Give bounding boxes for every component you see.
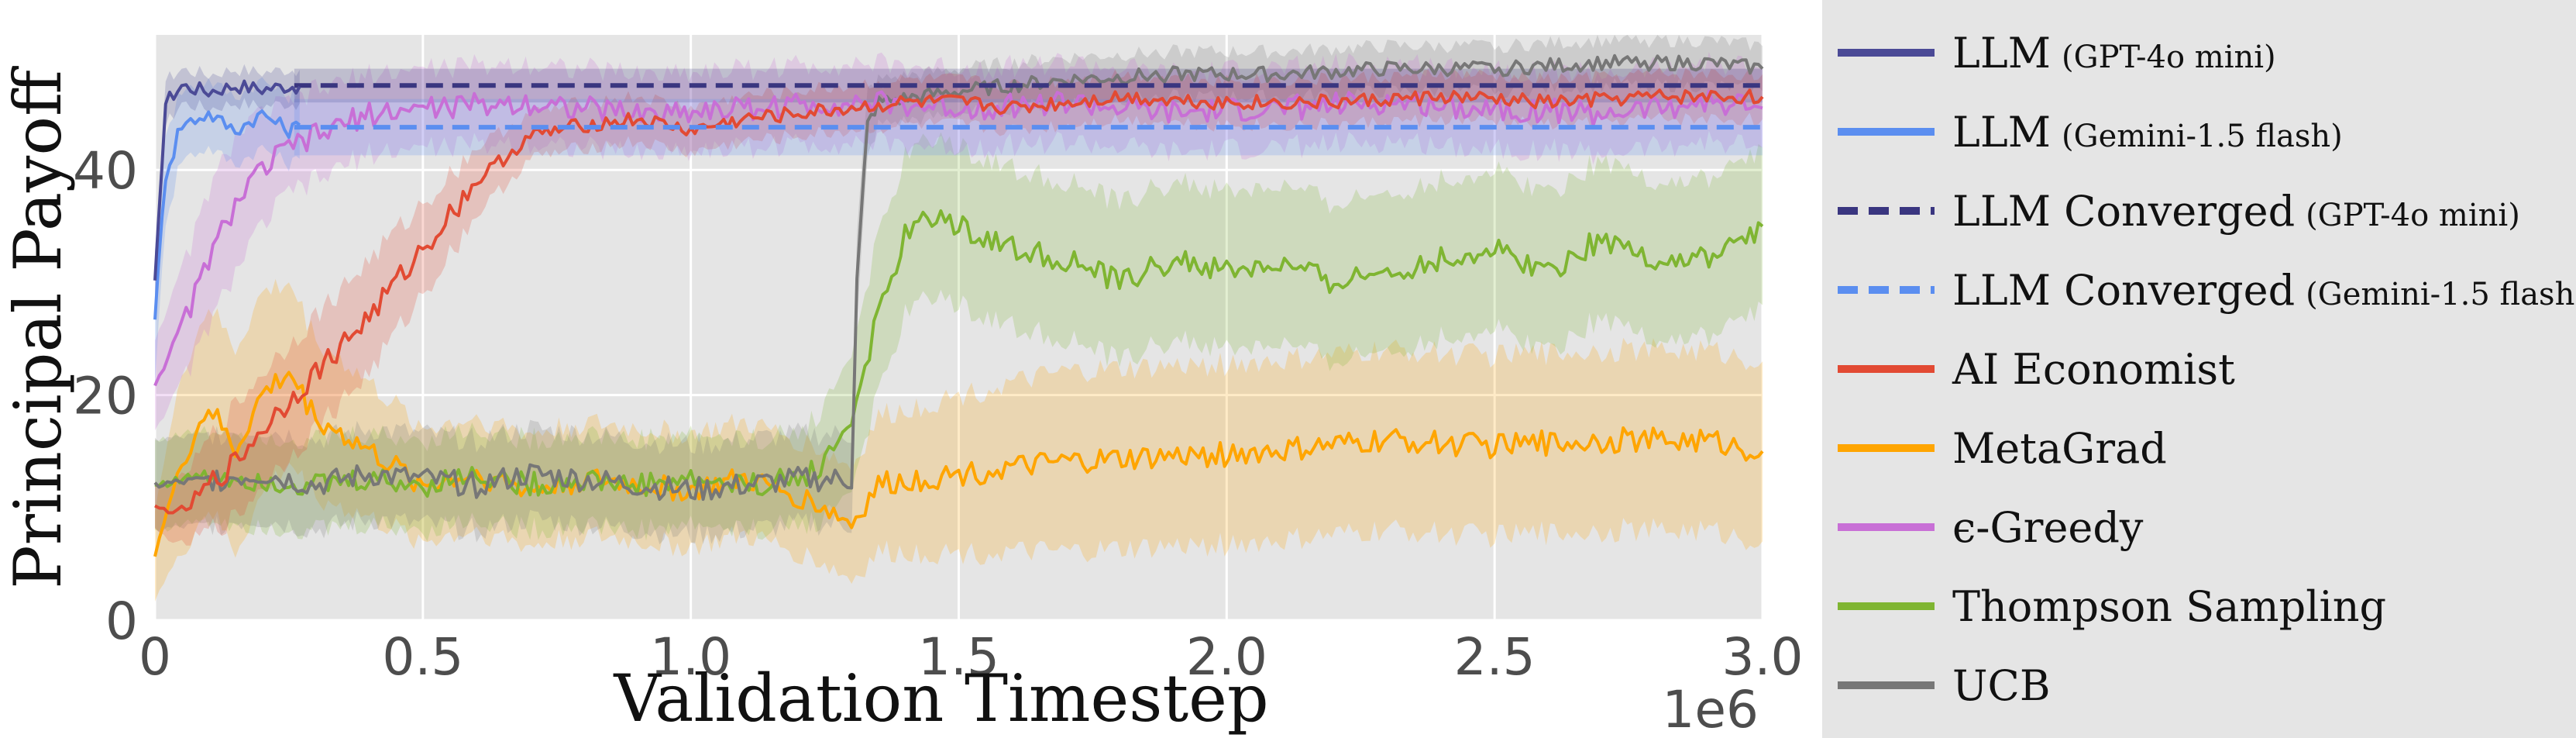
x-axis-title: Validation Timestep [613,660,1268,736]
band-ai-economist [155,67,1763,546]
legend-box [1822,0,2576,738]
legend-label-main: LLM [1952,108,2051,157]
legend-label-main: AI Economist [1952,345,2235,394]
band-llm [155,64,300,309]
x-tick-label: 1.5 [918,627,999,687]
band-metagrad [155,278,1763,602]
legend-label-sub: (Gemini-1.5 flash) [2062,119,2343,154]
series-line-metagrad [153,371,1764,557]
legend-label-main: LLM Converged [1952,187,2295,236]
x-tick-labels: 0 0.5 1.0 1.5 2.0 2.5 3.0 [139,627,1803,687]
legend-label-main: MetaGrad [1952,424,2167,473]
y-tick-label: 40 [73,141,138,201]
y-axis-title: Principal Payoff [0,66,76,589]
legend-label: UCB [1952,661,2051,710]
legend-label: LLM Converged (GPT-4o mini) [1952,187,2520,236]
legend-label-sub: (GPT-4o mini) [2062,40,2276,75]
series-lines [153,53,1764,557]
legend-label-main: LLM [1952,29,2051,78]
legend-label-main: LLM Converged [1952,266,2295,315]
legend-label: LLM (GPT-4o mini) [1952,29,2276,78]
series-line-llm-gemini-1-5-flash [153,109,301,320]
x-tick-label: 1.0 [650,627,731,687]
gridlines [153,35,1764,622]
y-tick-label: 20 [73,367,138,426]
legend-label-main: Thompson Sampling [1952,582,2386,631]
y-tick-label: 0 [105,591,138,651]
x-axis-offset-label: 1e6 [1662,680,1759,738]
band-thompson-sampling [155,132,1763,542]
legend-label-main: ϵ-Greedy [1952,503,2144,552]
legend-label-sub: (GPT-4o mini) [2306,198,2520,233]
legend-label: ϵ-Greedy [1952,503,2144,552]
legend-label-main: UCB [1952,661,2051,710]
x-tick-label: 2.5 [1454,627,1536,687]
band-llm-converged [294,98,1763,156]
legend: LLM (GPT-4o mini)LLM (Gemini-1.5 flash)LLM… [1838,29,2576,710]
series-line-thompson-sampling [154,209,1764,498]
x-tick-label: 2.0 [1186,627,1267,687]
series-line-ucb [153,53,1764,502]
confidence-bands [155,35,1763,602]
legend-label-sub: (Gemini-1.5 flash) [2306,277,2576,312]
legend-label: LLM (Gemini-1.5 flash) [1952,108,2343,157]
legend-label: LLM Converged (Gemini-1.5 flash) [1952,266,2576,315]
x-tick-label: 0.5 [382,627,463,687]
series-line-ai-economist [154,88,1764,515]
band-llm [155,77,300,388]
legend-label: AI Economist [1952,345,2235,394]
x-tick-label: 3.0 [1722,627,1804,687]
legend-label: MetaGrad [1952,424,2167,473]
series-line-llm-gpt-4o-mini [153,79,301,281]
x-tick-label: 0 [139,627,171,687]
y-tick-labels: 0 20 40 [73,141,138,651]
legend-label: Thompson Sampling [1952,582,2386,631]
